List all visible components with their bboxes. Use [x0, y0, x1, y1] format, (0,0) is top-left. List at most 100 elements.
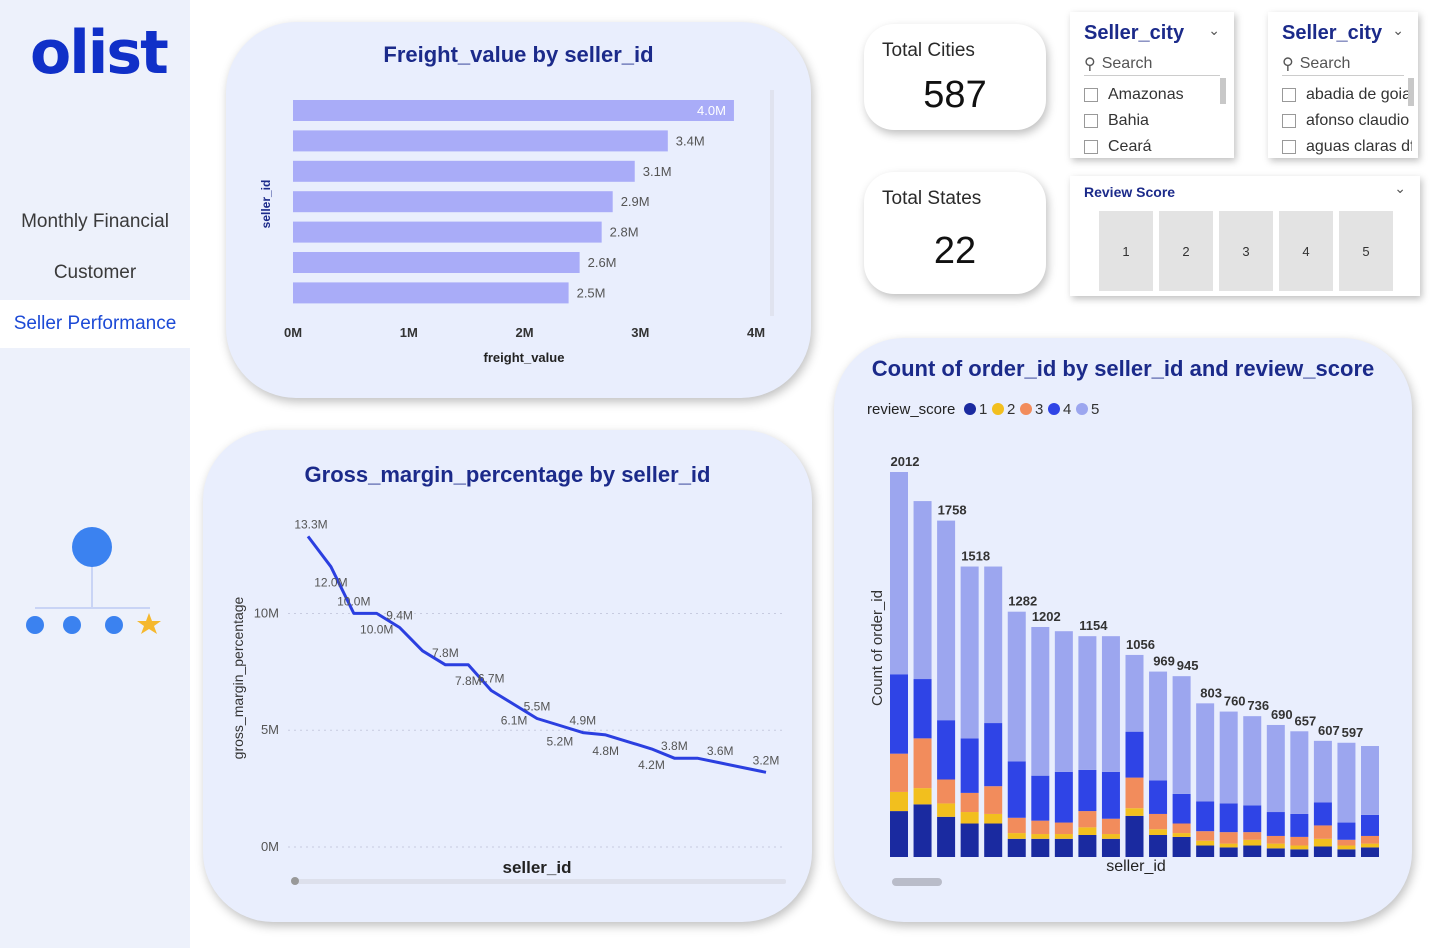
- gm-y-axis-label: gross_margin_percentage: [230, 596, 246, 759]
- review-tile-5[interactable]: 5: [1338, 210, 1394, 292]
- scrollbar[interactable]: [1220, 78, 1226, 104]
- stacked-bar-segment: [1266, 724, 1285, 813]
- stacked-bar-segment: [937, 779, 956, 804]
- stacked-bar-segment: [1125, 815, 1144, 857]
- bar-total-label: 1056: [1126, 637, 1155, 652]
- hierarchy-icon: [26, 527, 161, 634]
- slicer-title: Seller_city: [1084, 22, 1185, 44]
- gm-line: [306, 535, 767, 774]
- review-tile-4[interactable]: 4: [1278, 210, 1334, 292]
- slicer-option[interactable]: aguas claras df: [1282, 134, 1412, 160]
- stacked-bar-segment: [1031, 626, 1050, 776]
- olist-logo: olist: [30, 18, 169, 88]
- checkbox[interactable]: [1084, 88, 1098, 102]
- freight-data-label: 2.5M: [577, 285, 606, 300]
- checkbox[interactable]: [1282, 140, 1296, 154]
- stacked-bar-segment: [1361, 814, 1379, 836]
- stacked-bar-segment: [1101, 818, 1120, 835]
- review-tile-3[interactable]: 3: [1218, 210, 1274, 292]
- slicer-option[interactable]: abadia de goias: [1282, 82, 1412, 108]
- chevron-down-icon[interactable]: ⌄: [1392, 22, 1404, 38]
- gm-y-tick: 0M: [261, 839, 279, 854]
- legend-title: review_score: [867, 401, 955, 418]
- legend-swatch: [992, 403, 1004, 415]
- slicer-title: Seller_city: [1282, 22, 1383, 44]
- stacked-bar-segment: [1078, 827, 1097, 835]
- stacked-bar-segment: [1219, 711, 1238, 804]
- stacked-bar-segment: [1149, 813, 1168, 830]
- slicer-list: abadia de goias afonso claudio aguas cla…: [1282, 82, 1412, 160]
- review-tile-2[interactable]: 2: [1158, 210, 1214, 292]
- stacked-bar-segment: [1054, 838, 1073, 857]
- scrollbar[interactable]: [1408, 78, 1414, 106]
- checkbox[interactable]: [1282, 88, 1296, 102]
- stacked-bar-segment: [1172, 833, 1191, 837]
- stacked-bar-segment: [1196, 801, 1215, 832]
- checkbox[interactable]: [1282, 114, 1296, 128]
- stacked-bar-segment: [1031, 834, 1050, 839]
- freight-x-tick: 3M: [631, 325, 649, 340]
- search-input[interactable]: ⚲ Search: [1084, 52, 1220, 76]
- stacked-bar-segment: [1054, 771, 1073, 823]
- seller-city-slicer-2: Seller_city ⌄ ⚲ Search abadia de goias a…: [1268, 12, 1418, 158]
- bar-total-label: 2012: [891, 454, 920, 469]
- stacked-bar-segment: [1172, 823, 1191, 834]
- stacked-bar-segment: [1290, 813, 1309, 837]
- nav-seller-performance[interactable]: Seller Performance: [0, 300, 190, 348]
- review-tile-1[interactable]: 1: [1098, 210, 1154, 292]
- legend-swatch: [964, 403, 976, 415]
- slicer-list: Amazonas Bahia Ceará: [1084, 82, 1214, 160]
- stacked-bar-segment: [1243, 839, 1262, 846]
- stacked-bar-segment: [1266, 843, 1285, 849]
- stacked-bar-segment: [1101, 771, 1120, 819]
- checkbox[interactable]: [1084, 114, 1098, 128]
- stacked-bar-segment: [1290, 845, 1309, 850]
- search-icon: ⚲: [1084, 55, 1096, 73]
- gm-data-label: 4.9M: [569, 714, 596, 728]
- bar-total-label: 803: [1200, 685, 1222, 700]
- slicer-option[interactable]: Ceará: [1084, 134, 1214, 160]
- option-label: Ceará: [1108, 138, 1152, 155]
- bar-total-label: 1518: [961, 549, 990, 564]
- stacked-bar-segment: [1290, 836, 1309, 846]
- stacked-bar-segment: [913, 788, 932, 805]
- search-input[interactable]: ⚲ Search: [1282, 52, 1404, 76]
- legend-label: 2: [1007, 401, 1015, 418]
- freight-bar: [293, 130, 668, 152]
- stacked-bar-segment: [1149, 780, 1168, 814]
- nav-monthly-financial[interactable]: Monthly Financial: [21, 211, 169, 232]
- checkbox[interactable]: [1084, 140, 1098, 154]
- stacked-bar-segment: [1219, 803, 1238, 833]
- slicer-option[interactable]: Amazonas: [1084, 82, 1214, 108]
- stacked-bar-segment: [984, 823, 1003, 857]
- stacked-bar-segment: [1172, 793, 1191, 824]
- chevron-down-icon[interactable]: ⌄: [1394, 180, 1406, 196]
- stacked-bar-segment: [1031, 838, 1050, 857]
- stacked-bar-segment: [1007, 817, 1026, 834]
- freight-x-tick: 2M: [515, 325, 533, 340]
- chevron-down-icon[interactable]: ⌄: [1208, 22, 1220, 38]
- stacked-bar-segment: [1149, 834, 1168, 857]
- stacked-bar-segment: [1078, 636, 1097, 770]
- freight-data-label: 2.6M: [588, 255, 617, 270]
- gm-y-tick: 5M: [261, 722, 279, 737]
- freight-bar: [293, 160, 635, 182]
- review-score-title: Review Score: [1084, 184, 1176, 200]
- legend-label: 4: [1063, 401, 1071, 418]
- stacked-bar-segment: [1313, 740, 1332, 803]
- gm-data-label: 4.2M: [638, 758, 665, 772]
- stacked-bar-segment: [913, 501, 932, 680]
- stacked-bar-segment: [1266, 835, 1285, 844]
- legend-label: 5: [1091, 401, 1099, 418]
- slicer-option[interactable]: afonso claudio: [1282, 108, 1412, 134]
- search-placeholder: Search: [1101, 54, 1153, 72]
- stacked-bar-segment: [937, 803, 956, 817]
- nav-customer[interactable]: Customer: [53, 262, 137, 283]
- slicer-option[interactable]: Bahia: [1084, 108, 1214, 134]
- stacked-bar-segment: [1101, 834, 1120, 839]
- stacked-bar-segment: [1125, 808, 1144, 816]
- freight-data-label: 3.4M: [676, 133, 705, 148]
- legend-swatch: [1048, 403, 1060, 415]
